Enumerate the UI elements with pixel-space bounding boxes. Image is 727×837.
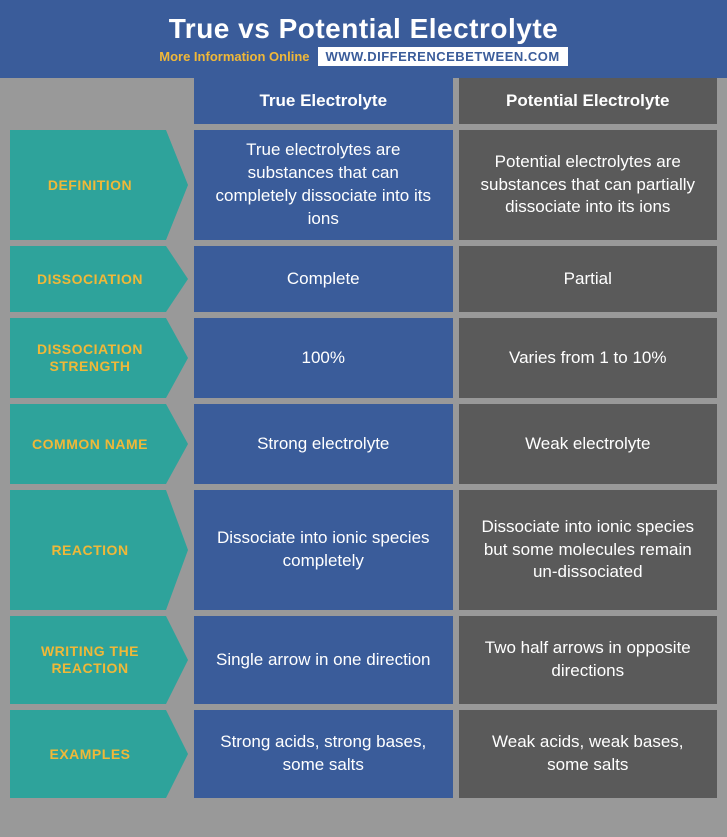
row-label-cell: WRITING THE REACTION — [10, 616, 188, 704]
row-label: REACTION — [10, 490, 166, 610]
cell-potential: Varies from 1 to 10% — [459, 318, 718, 398]
cell-potential: Potential electrolytes are substances th… — [459, 130, 718, 240]
row-label: DISSOCIATION — [10, 246, 166, 312]
cell-true: Dissociate into ionic species completely — [194, 490, 453, 610]
row-label-cell: COMMON NAME — [10, 404, 188, 484]
table-row: DEFINITION True electrolytes are substanc… — [10, 130, 717, 240]
table-row: DISSOCIATION CompletePartial — [10, 246, 717, 312]
cell-true: Single arrow in one direction — [194, 616, 453, 704]
row-label-cell: DEFINITION — [10, 130, 188, 240]
header-url: WWW.DIFFERENCEBETWEEN.COM — [318, 47, 568, 66]
table-row: WRITING THE REACTION Single arrow in one … — [10, 616, 717, 704]
cell-potential: Weak acids, weak bases, some salts — [459, 710, 718, 798]
cell-potential: Two half arrows in opposite directions — [459, 616, 718, 704]
column-header-1: True Electrolyte — [194, 78, 453, 124]
cell-true: True electrolytes are substances that ca… — [194, 130, 453, 240]
comparison-table: True Electrolyte Potential Electrolyte D… — [0, 78, 727, 837]
cell-potential: Dissociate into ionic species but some m… — [459, 490, 718, 610]
column-header-2: Potential Electrolyte — [459, 78, 718, 124]
header-title: True vs Potential Electrolyte — [169, 13, 559, 45]
header-subline: More Information Online WWW.DIFFERENCEBE… — [159, 47, 567, 66]
arrow-icon — [166, 246, 188, 312]
infographic-container: True vs Potential Electrolyte More Infor… — [0, 0, 727, 837]
row-label-cell: DISSOCIATION STRENGTH — [10, 318, 188, 398]
arrow-icon — [166, 130, 188, 240]
row-label-cell: DISSOCIATION — [10, 246, 188, 312]
arrow-icon — [166, 616, 188, 704]
table-row: DISSOCIATION STRENGTH 100%Varies from 1 t… — [10, 318, 717, 398]
cell-true: 100% — [194, 318, 453, 398]
row-label: EXAMPLES — [10, 710, 166, 798]
row-label: WRITING THE REACTION — [10, 616, 166, 704]
arrow-icon — [166, 318, 188, 398]
row-label-cell: EXAMPLES — [10, 710, 188, 798]
row-label: DISSOCIATION STRENGTH — [10, 318, 166, 398]
arrow-icon — [166, 404, 188, 484]
cell-true: Strong electrolyte — [194, 404, 453, 484]
arrow-icon — [166, 710, 188, 798]
cell-true: Strong acids, strong bases, some salts — [194, 710, 453, 798]
header-row: True Electrolyte Potential Electrolyte — [10, 78, 717, 124]
row-label-cell: REACTION — [10, 490, 188, 610]
table-row: EXAMPLES Strong acids, strong bases, some… — [10, 710, 717, 798]
cell-true: Complete — [194, 246, 453, 312]
cell-potential: Weak electrolyte — [459, 404, 718, 484]
row-label: DEFINITION — [10, 130, 166, 240]
header: True vs Potential Electrolyte More Infor… — [0, 0, 727, 78]
table-row: COMMON NAME Strong electrolyteWeak electr… — [10, 404, 717, 484]
cell-potential: Partial — [459, 246, 718, 312]
header-spacer — [10, 78, 188, 124]
row-label: COMMON NAME — [10, 404, 166, 484]
arrow-icon — [166, 490, 188, 610]
header-more-info: More Information Online — [159, 49, 309, 64]
table-row: REACTIONDissociate into ionic species co… — [10, 490, 717, 610]
